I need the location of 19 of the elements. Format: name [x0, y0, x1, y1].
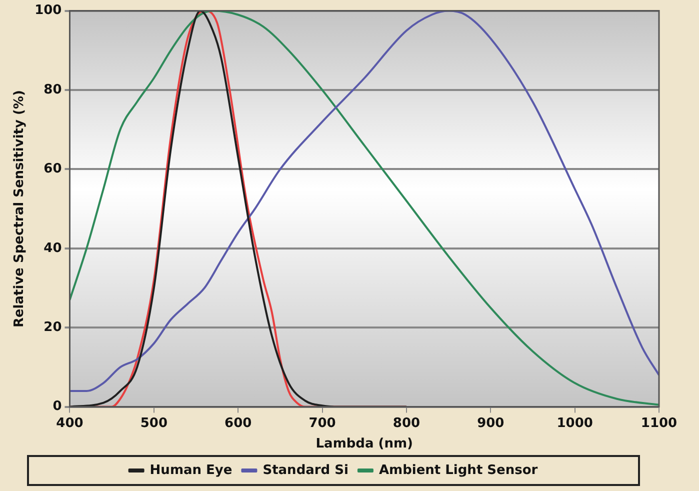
x-tick-label: 400 — [56, 416, 84, 431]
legend-label: Ambient Light Sensor — [378, 462, 538, 478]
x-tick-label: 1100 — [640, 416, 678, 431]
y-tick-label: 0 — [52, 399, 62, 414]
y-tick-label: 20 — [44, 320, 62, 335]
x-tick-label: 900 — [477, 416, 504, 431]
y-axis-title: Relative Spectral Sensitivity (%) — [12, 90, 28, 328]
y-tick-label: 60 — [44, 162, 62, 177]
x-tick-label: 700 — [308, 416, 336, 431]
x-axis-title: Lambda (nm) — [316, 436, 413, 452]
x-tick-label: 1000 — [556, 416, 593, 431]
x-tick-label: 500 — [140, 416, 168, 431]
x-tick-label: 600 — [224, 416, 252, 431]
x-tick-label: 800 — [392, 416, 420, 431]
y-tick-label: 100 — [34, 3, 62, 18]
legend-label: Standard Si — [262, 462, 348, 478]
y-tick-label: 40 — [44, 240, 62, 256]
legend-label: Human Eye — [150, 462, 232, 478]
y-tick-label: 80 — [44, 82, 62, 98]
